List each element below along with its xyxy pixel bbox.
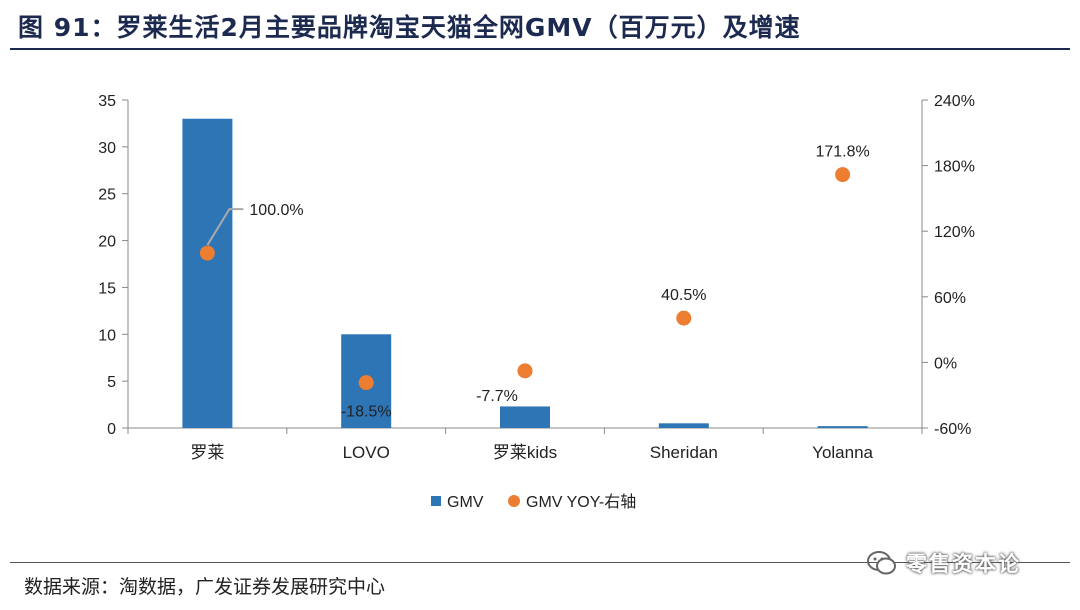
data-label-leader — [206, 208, 244, 246]
chart: 0 5 10 15 20 25 30 35 -60% 0% 60% 120% 180% 240% 罗莱 LOV… — [98, 93, 975, 511]
x-category-label: LOVO — [343, 443, 390, 462]
y-tick-label: 15 — [98, 280, 116, 297]
gmv-bar — [658, 423, 709, 428]
watermark-text: 零售资本论 — [906, 552, 1021, 576]
gmv-bar — [500, 406, 550, 428]
x-category-label: 罗莱 — [190, 443, 224, 462]
bar-series — [182, 118, 868, 428]
y-tick-label: 35 — [98, 93, 116, 110]
wechat-icon — [867, 551, 896, 575]
page-title: 图 91：罗莱生活2月主要品牌淘宝天猫全网GMV（百万元）及增速 — [18, 13, 801, 42]
y-tick-label: 30 — [98, 140, 116, 157]
gmv-bar — [817, 426, 868, 428]
y2-tick-label: 120% — [934, 224, 975, 241]
y-tick-label: 0 — [107, 421, 116, 438]
scatter-series: 100.0% -18.5% -7.7% 40.5% 171.8% — [199, 144, 870, 421]
x-category-label: Yolanna — [812, 443, 873, 462]
chart-axes: 0 5 10 15 20 25 30 35 -60% 0% 60% 120% 180% 240% 罗莱 LOV… — [98, 93, 975, 462]
y-tick-label: 10 — [98, 327, 116, 344]
gmv-bar — [182, 118, 233, 428]
yoy-point — [199, 245, 215, 261]
y-tick-label: 5 — [107, 374, 116, 391]
yoy-data-label: -18.5% — [341, 404, 392, 421]
yoy-data-label: 171.8% — [815, 144, 869, 161]
legend-swatch-yoy — [508, 495, 520, 507]
yoy-point — [517, 363, 533, 379]
legend-label-yoy: GMV YOY-右轴 — [526, 493, 636, 511]
x-category-label: Sheridan — [650, 443, 718, 462]
x-category-label: 罗莱kids — [493, 443, 557, 462]
yoy-point — [676, 310, 692, 326]
legend-label-gmv: GMV — [447, 494, 484, 511]
legend-swatch-gmv — [431, 496, 441, 506]
y2-tick-label: 240% — [934, 93, 975, 110]
source-note: 数据来源：淘数据，广发证券发展研究中心 — [24, 576, 386, 598]
y2-tick-label: -60% — [934, 421, 971, 438]
y2-tick-label: 60% — [934, 290, 966, 307]
chart-legend: GMV GMV YOY-右轴 — [431, 493, 636, 511]
y-tick-label: 20 — [98, 234, 116, 251]
yoy-data-label: 100.0% — [249, 202, 303, 219]
y2-tick-label: 180% — [934, 159, 975, 176]
yoy-data-label: 40.5% — [661, 287, 706, 304]
yoy-point — [358, 375, 374, 391]
watermark: 零售资本论 — [866, 546, 1021, 580]
yoy-point — [835, 167, 851, 183]
footer-divider — [10, 562, 1070, 563]
title-divider — [10, 48, 1070, 50]
y2-tick-label: 0% — [934, 355, 957, 372]
yoy-data-label: -7.7% — [476, 388, 518, 405]
y-tick-label: 25 — [98, 187, 116, 204]
